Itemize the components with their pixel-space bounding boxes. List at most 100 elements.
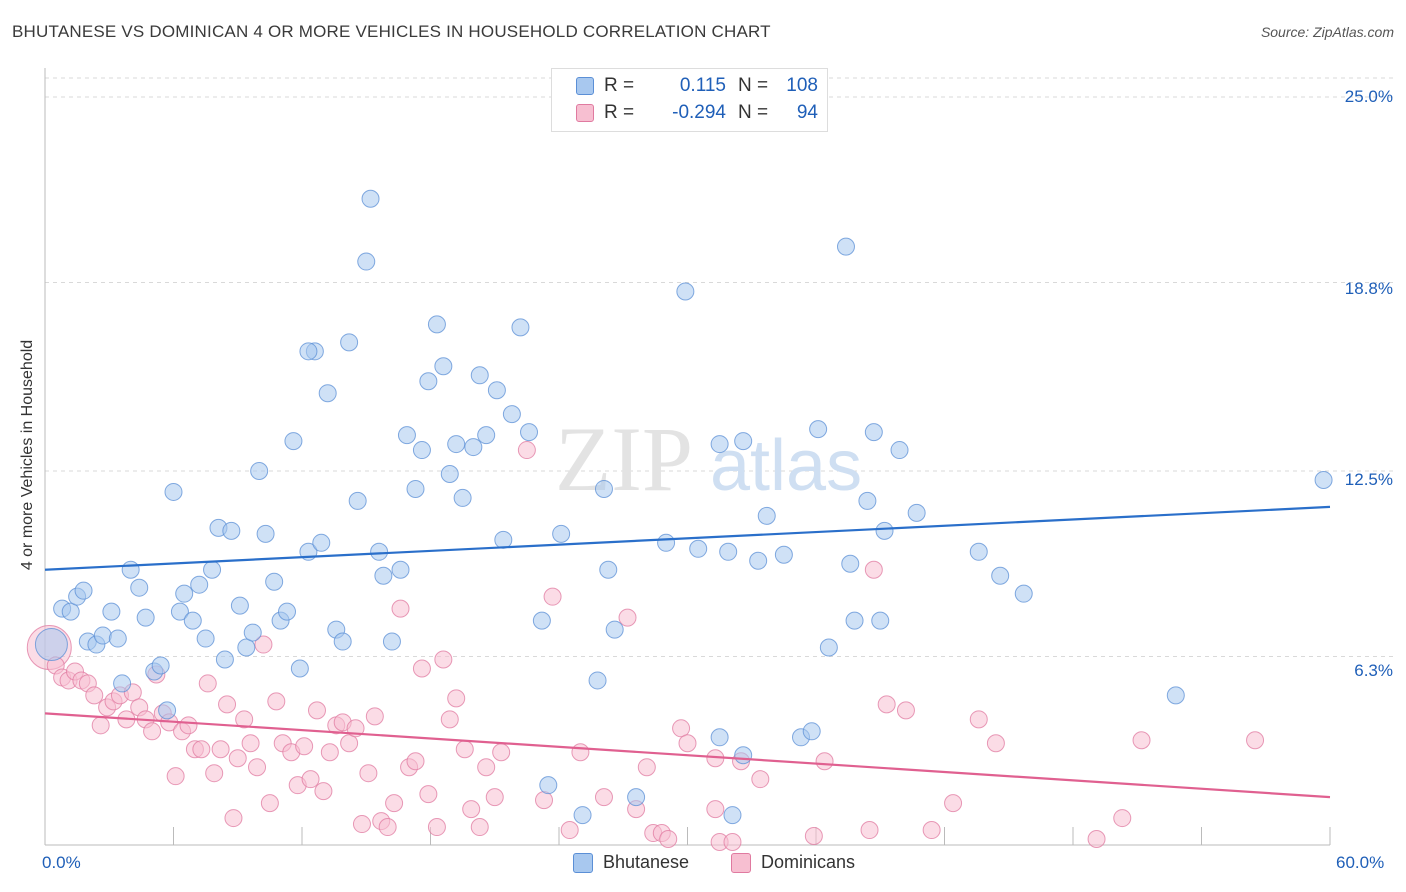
bhutanese-point [802,722,821,741]
bhutanese-point [278,602,297,621]
dominicans-point [378,818,397,837]
dominicans-point [352,815,371,834]
bhutanese-point [864,423,883,442]
dominicans-point [877,695,896,714]
dominicans-point [492,743,511,762]
bhutanese-point [599,560,618,579]
chart-title: BHUTANESE VS DOMINICAN 4 OR MORE VEHICLE… [12,22,771,41]
dominicans-trend-line [44,712,1331,799]
n-value: 108 [786,75,818,96]
dominicans-point [440,710,459,729]
bhutanese-point [657,533,676,552]
bhutanese-point [397,426,416,445]
bhutanese-point [573,806,592,825]
dominicans-point [804,827,823,846]
bhutanese-point [676,282,695,301]
dominicans-point [815,752,834,771]
bhutanese-point [237,638,256,657]
bhutanese-point [749,551,768,570]
dominicans-point [235,710,254,729]
bhutanese-point [121,560,140,579]
stats-row-bhutanese: R = 0.115 N = 108 [576,73,818,99]
dominicans-point [517,441,536,460]
dominicans-point [922,821,941,840]
dominicans-point [406,752,425,771]
bhutanese-point [1014,584,1033,603]
dominicans-point [412,659,431,678]
dominicans-swatch [576,104,594,122]
bhutanese-point [93,626,112,645]
bhutanese-point [427,315,446,334]
bhutanese-point [374,566,393,585]
bhutanese-point [299,342,318,361]
bhutanese-point [723,806,742,825]
bhutanese-point [605,620,624,639]
source-credit: Source: ZipAtlas.com [1260,24,1394,40]
bhutanese-point [108,629,127,648]
stats-row-dominicans: R = -0.294 N = 94 [576,100,818,126]
bhutanese-point [440,464,459,483]
bhutanese-point [333,632,352,651]
dominicans-point [455,740,474,759]
dominicans-point [307,701,326,720]
y-tick-12-5: 12.5% [1344,470,1393,489]
bhutanese-point [487,381,506,400]
bhutanese-point [61,602,80,621]
dominicans-point [896,701,915,720]
r-label: R = [604,102,635,123]
dominicans-point [751,770,770,789]
bhutanese-point [1166,686,1185,705]
dominicans-point [192,740,211,759]
bhutanese-point [222,521,241,540]
bhutanese-point [391,560,410,579]
stats-legend: R = 0.115 N = 108 R = -0.294 N = 94 [551,68,828,132]
dominicans-point [447,689,466,708]
dominicans-point [860,821,879,840]
dominicans-point [218,695,237,714]
bhutanese-point [552,524,571,543]
bhutanese-point [836,237,855,256]
bhutanese-point [265,572,284,591]
dominicans-point [85,686,104,705]
dominicans-point [359,764,378,783]
bhutanese-point [594,479,613,498]
bhutanese-point [719,542,738,561]
dominicans-point [485,788,504,807]
dominicans-point [944,794,963,813]
dominicans-point [385,794,404,813]
bhutanese-point [357,252,376,271]
dominicans-point [340,734,359,753]
dominicans-point [1132,731,1151,750]
bhutanese-point [774,545,793,564]
legend-item-bhutanese: Bhutanese [573,852,689,873]
bhutanese-point [412,441,431,460]
r-value: -0.294 [672,102,726,123]
y-axis-label: 4 or more Vehicles in Household [19,339,36,571]
y-tick-25: 25.0% [1344,87,1393,106]
y-tick-6-3: 6.3% [1354,661,1393,680]
bhutanese-point [243,623,262,642]
bhutanese-point [34,628,68,662]
y-tick-18-8: 18.8% [1344,279,1393,298]
bhutanese-point [447,435,466,454]
watermark-atlas: atlas [710,426,862,506]
bhutanese-point [136,608,155,627]
bhutanese-point [113,674,132,693]
dominicans-point [672,719,691,738]
bhutanese-point [406,479,425,498]
bhutanese-point [757,506,776,525]
bhutanese-point [175,584,194,603]
dominicans-point [205,764,224,783]
bhutanese-point [841,554,860,573]
bhutanese-point [890,441,909,460]
bhutanese-point [370,542,389,561]
dominicans-point [470,818,489,837]
dominicans-point [224,809,243,828]
bhutanese-swatch [576,77,594,95]
bhutanese-point [290,659,309,678]
bhutanese-point [858,491,877,510]
bhutanese-point [532,611,551,630]
dominicans-point [706,800,725,819]
bhutanese-point [361,189,380,208]
